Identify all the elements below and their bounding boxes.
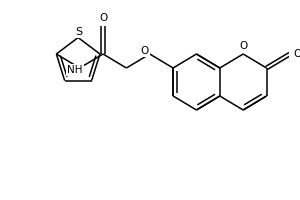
Text: O: O <box>99 13 107 23</box>
Text: O: O <box>293 49 300 59</box>
Text: NH: NH <box>67 65 83 75</box>
Text: O: O <box>141 46 149 56</box>
Text: S: S <box>76 27 83 37</box>
Text: O: O <box>239 41 247 51</box>
